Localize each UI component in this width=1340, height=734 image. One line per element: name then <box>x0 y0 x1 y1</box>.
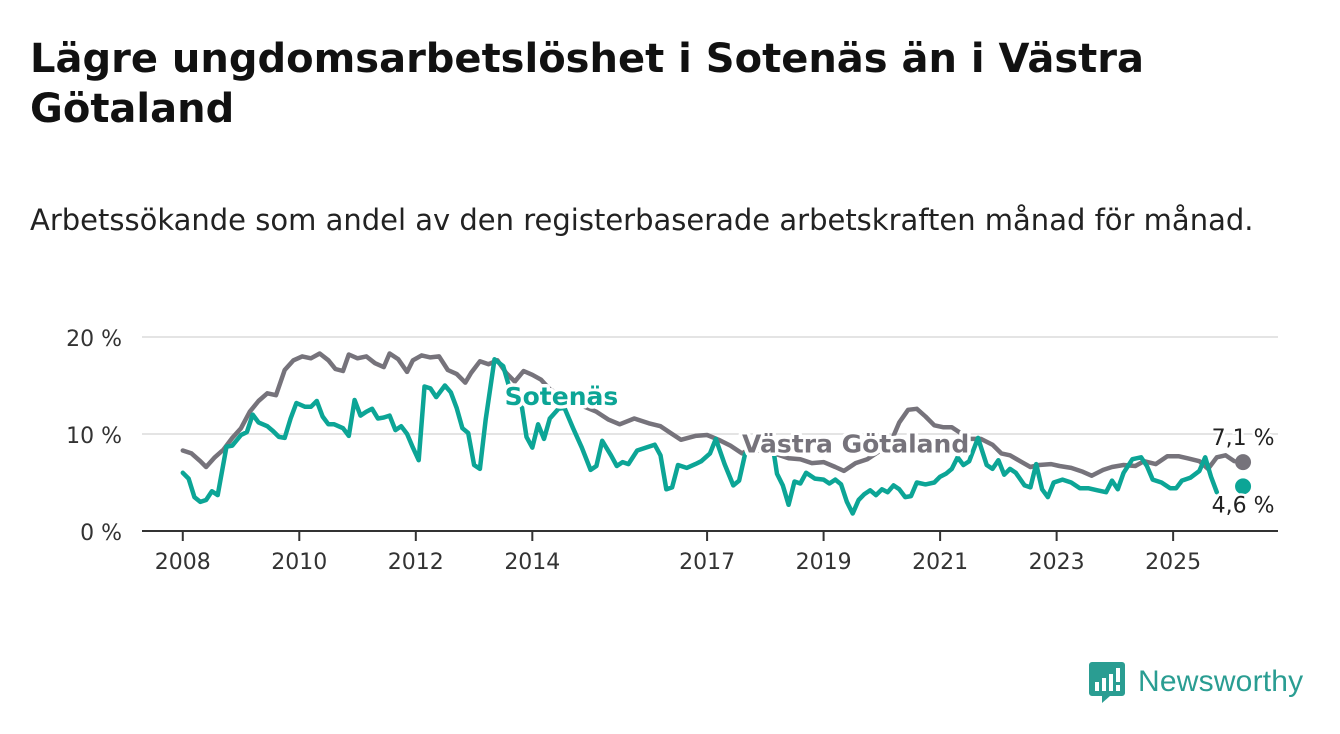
x-tick-label: 2021 <box>912 550 968 575</box>
chart-subtitle: Arbetssökande som andel av den registerb… <box>30 203 1254 237</box>
series-line-v-stra-g-taland <box>180 351 1237 478</box>
y-tick-label: 10 % <box>66 424 122 449</box>
endpoint-value-label: 7,1 % <box>1212 426 1275 451</box>
endpoint-value-label: 4,6 % <box>1212 493 1275 518</box>
series-labels: Sotenäs Västra Götaland 7,1 % 4,6 % <box>501 378 1277 520</box>
y-tick-label: 0 % <box>80 521 122 546</box>
x-tick-label: 2019 <box>796 550 852 575</box>
endpoint-dot <box>1235 478 1252 495</box>
series-label: Västra Götaland <box>742 429 969 458</box>
x-tick-label: 2023 <box>1029 550 1085 575</box>
x-tick-label: 2012 <box>388 550 444 575</box>
x-axis: 2008 2010 2012 2014 2017 2019 2021 2023 2025 <box>142 530 1278 575</box>
series-lines <box>180 351 1252 516</box>
brand-logo: Newsworthy <box>1088 660 1303 704</box>
brand-name: Newsworthy <box>1138 665 1304 698</box>
x-tick-label: 2017 <box>679 550 735 575</box>
newsworthy-logo-icon <box>1089 662 1125 703</box>
x-tick-label: 2014 <box>504 550 560 575</box>
series-label: Sotenäs <box>505 382 619 411</box>
x-tick-label: 2008 <box>155 550 211 575</box>
endpoint-dot <box>1235 454 1252 471</box>
x-tick-label: 2010 <box>271 550 327 575</box>
y-tick-label: 20 % <box>66 327 122 352</box>
series-line-soten-s <box>180 357 1220 516</box>
chart-title: Lägre ungdomsarbetslöshet i Sotenäs än i… <box>30 36 1144 132</box>
x-tick-label: 2025 <box>1145 550 1201 575</box>
